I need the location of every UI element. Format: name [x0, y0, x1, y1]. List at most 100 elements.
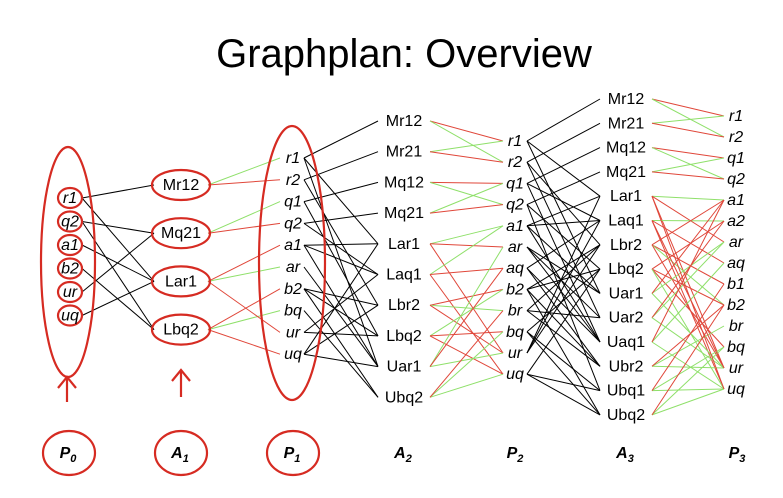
precondition-edge [303, 222, 379, 275]
precondition-edge [303, 274, 379, 333]
precondition-edge [303, 244, 379, 367]
action-node-a1-mr12: Mr12 [163, 177, 200, 194]
proposition-node-p3-b2: b2 [727, 297, 745, 314]
effect-edge [207, 310, 281, 331]
effect-edge [651, 157, 725, 173]
proposition-node-p3-ar: ar [729, 234, 744, 251]
precondition-edge [526, 147, 601, 184]
proposition-node-p3-a1: a1 [727, 192, 745, 209]
mutex-edge [651, 268, 725, 348]
proposition-node-p0-uq: uq [61, 308, 79, 325]
mutex-edge [429, 304, 504, 354]
level-label-p0: P0 [60, 445, 78, 465]
proposition-node-p3-uq: uq [727, 381, 745, 398]
precondition-edge [526, 289, 601, 416]
precondition-edge [526, 140, 601, 197]
precondition-edge [303, 157, 379, 367]
proposition-node-p2-bq: bq [506, 324, 524, 341]
p1-level-circle [265, 429, 321, 477]
mutex-edge [651, 220, 725, 318]
effect-edge [651, 98, 725, 138]
effect-edge [651, 388, 725, 392]
mutex-edge [651, 196, 725, 369]
mutex-edge [651, 147, 725, 159]
precondition-edge [81, 197, 155, 282]
proposition-node-p2-aq: aq [506, 260, 524, 277]
mutex-edge [651, 283, 725, 391]
effect-edge [651, 241, 725, 319]
proposition-node-p0-ur: ur [63, 284, 78, 301]
proposition-node-p1-a1: a1 [284, 237, 302, 254]
proposition-node-p1-q2: q2 [284, 215, 302, 232]
proposition-node-p1-bq: bq [284, 303, 302, 320]
action-node-a3-laq1: Laq1 [608, 213, 644, 230]
proposition-node-p0-r1: r1 [63, 190, 77, 207]
effect-edge [429, 140, 504, 153]
proposition-node-p3-a2: a2 [727, 213, 745, 230]
precondition-edge [526, 246, 601, 294]
edge-layer [81, 98, 725, 416]
effect-edge [207, 266, 281, 282]
precondition-edge [303, 120, 379, 159]
action-node-a3-uar2: Uar2 [609, 310, 644, 327]
mutex-edge [651, 171, 725, 180]
effect-edge [651, 346, 725, 392]
effect-edge [429, 225, 504, 245]
a1-item-circle [150, 168, 212, 202]
precondition-edge [526, 204, 601, 391]
precondition-edge [526, 195, 601, 354]
precondition-edge [526, 373, 601, 392]
proposition-node-p1-r2: r2 [286, 172, 300, 189]
mutex-edge [651, 122, 725, 138]
precondition-edge [526, 244, 601, 354]
proposition-node-p2-ur: ur [508, 345, 523, 362]
action-node-a3-ubq1: Ubq1 [607, 383, 645, 400]
effect-edge [651, 317, 725, 369]
effect-edge [429, 181, 504, 206]
proposition-node-p2-q2: q2 [506, 197, 524, 214]
level-label-p2: P2 [507, 445, 524, 465]
precondition-edge [526, 246, 601, 343]
mutex-edge [651, 195, 725, 243]
effect-edge [651, 325, 725, 367]
precondition-edge [526, 246, 601, 319]
precondition-edge [526, 373, 601, 416]
proposition-node-p0-a1: a1 [61, 237, 79, 254]
effect-edge [651, 346, 725, 416]
precondition-edge [303, 310, 379, 398]
precondition-edge [303, 304, 379, 355]
precondition-edge [526, 331, 601, 416]
action-node-a3-lbq2: Lbq2 [608, 261, 644, 278]
a1-level-circle [153, 429, 209, 477]
p0-item-circle [56, 186, 84, 210]
effect-edge [651, 341, 725, 390]
action-node-a2-mr21: Mr21 [386, 144, 423, 161]
precondition-edge [526, 268, 601, 290]
effect-edge [429, 120, 504, 163]
precondition-edge [526, 310, 601, 319]
p0-item-circle [56, 233, 84, 257]
mutex-edge [651, 220, 725, 270]
precondition-edge [303, 288, 379, 306]
effect-edge [651, 262, 725, 343]
precondition-edge [526, 161, 601, 318]
action-node-a2-laq1: Laq1 [386, 267, 422, 284]
precondition-edge [526, 204, 601, 270]
proposition-node-p3-b1: b1 [727, 276, 745, 293]
proposition-node-p2-ar: ar [508, 239, 523, 256]
effect-edge [429, 331, 504, 398]
effect-edge [651, 244, 725, 306]
precondition-edge [81, 184, 155, 199]
action-node-a3-mq21: Mq21 [606, 164, 646, 181]
action-node-a3-mr12: Mr12 [608, 91, 645, 108]
precondition-edge [526, 122, 601, 163]
proposition-node-p3-q2: q2 [727, 171, 745, 188]
action-node-a3-mr21: Mr21 [608, 115, 645, 132]
proposition-node-p0-b2: b2 [61, 261, 79, 278]
precondition-edge [303, 243, 379, 355]
action-node-a1-lar1: Lar1 [165, 273, 197, 290]
proposition-node-p2-r1: r1 [508, 133, 522, 150]
mutex-edge [429, 288, 504, 306]
effect-edge [207, 201, 281, 234]
proposition-node-p2-br: br [508, 303, 523, 320]
